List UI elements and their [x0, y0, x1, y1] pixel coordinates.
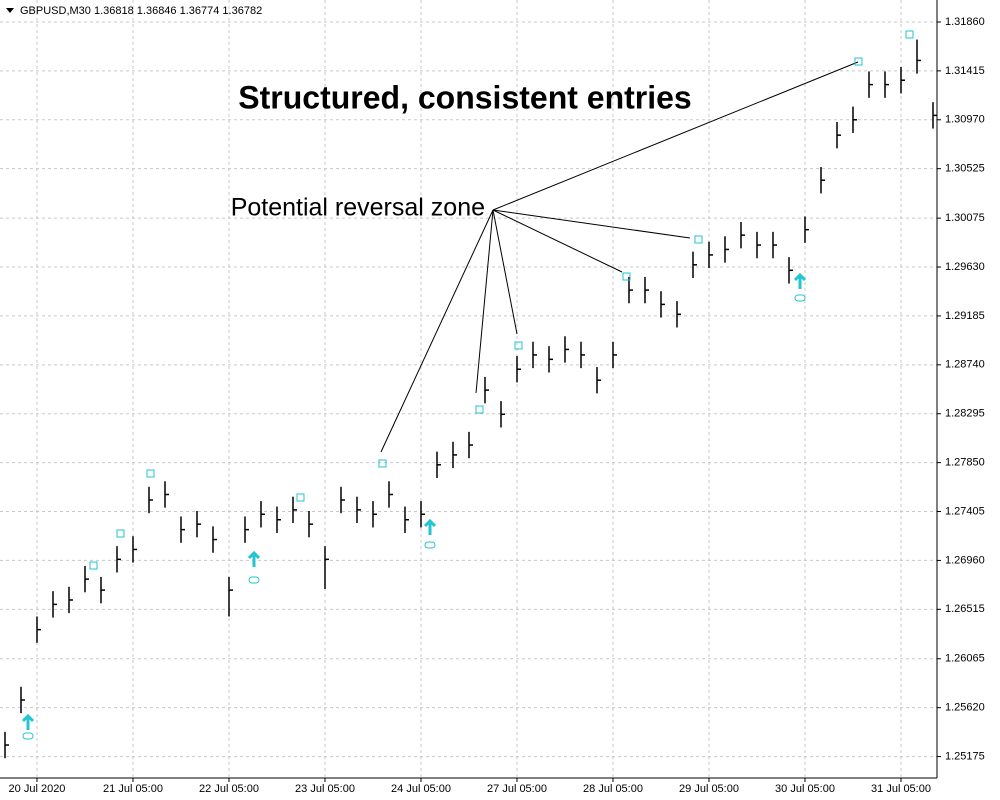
- y-tick-label: 1.26960: [945, 554, 985, 566]
- y-tick-label: 1.26515: [945, 603, 985, 615]
- x-tick-label: 23 Jul 05:00: [295, 783, 355, 795]
- chart-header: GBPUSD,M30 1.36818 1.36846 1.36774 1.367…: [20, 5, 262, 17]
- y-tick-label: 1.29630: [945, 261, 985, 273]
- annotation: Potential reversal zone: [231, 194, 485, 222]
- x-tick-label: 27 Jul 05:00: [487, 783, 547, 795]
- x-tick-label: 20 Jul 2020: [9, 783, 66, 795]
- price-bars: [4, 39, 937, 759]
- y-tick-label: 1.27405: [945, 505, 985, 517]
- x-tick-label: 22 Jul 05:00: [199, 783, 259, 795]
- signal-markers: [21, 30, 914, 740]
- y-tick-label: 1.30075: [945, 212, 985, 224]
- x-tick-label: 21 Jul 05:00: [103, 783, 163, 795]
- x-tick-label: 28 Jul 05:00: [583, 783, 643, 795]
- vertical-grid: [0, 0, 937, 778]
- x-tick-label: 31 Jul 05:00: [871, 783, 931, 795]
- chart-title: Structured, consistent entries: [238, 79, 691, 115]
- y-tick-label: 1.26065: [945, 653, 985, 665]
- y-tick-label: 1.25620: [945, 702, 985, 714]
- y-tick-label: 1.28740: [945, 359, 985, 371]
- y-tick-label: 1.27850: [945, 457, 985, 469]
- x-tick-label: 30 Jul 05:00: [775, 783, 835, 795]
- y-tick-label: 1.30525: [945, 163, 985, 175]
- y-tick-label: 1.25175: [945, 750, 985, 762]
- y-tick-label: 1.28295: [945, 408, 985, 420]
- y-tick-label: 1.29185: [945, 310, 985, 322]
- menu-arrow: [6, 8, 14, 13]
- annotation-lines: [380, 61, 859, 453]
- y-tick-label: 1.30970: [945, 114, 985, 126]
- y-tick-label: 1.31415: [945, 65, 985, 77]
- y-tick-label: 1.31860: [945, 16, 985, 28]
- x-tick-label: 29 Jul 05:00: [679, 783, 739, 795]
- x-tick-label: 24 Jul 05:00: [391, 783, 451, 795]
